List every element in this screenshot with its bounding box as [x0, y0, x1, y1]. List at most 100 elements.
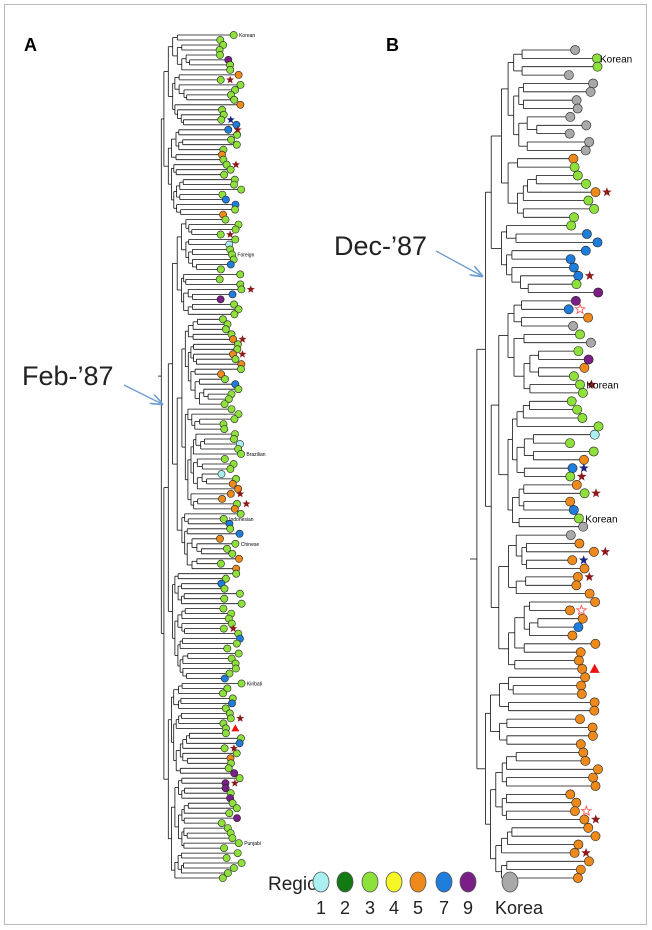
star-marker	[600, 546, 610, 556]
star-marker	[579, 463, 589, 473]
tip-label: Foreign	[237, 253, 254, 259]
tree-b: Korean Korean Korean	[470, 45, 632, 883]
panel-a-arrow	[123, 384, 162, 404]
legend-items: 1 2 3 4 5 7 9 Korea	[312, 871, 544, 918]
tip-node	[219, 689, 227, 698]
tip-node	[589, 697, 600, 708]
panel-a-letter: A	[24, 35, 37, 55]
tip-label: Chinese	[241, 542, 260, 548]
tip-node	[583, 312, 593, 323]
tip-node	[586, 337, 596, 348]
tip-node	[590, 597, 600, 607]
tip-node	[237, 185, 246, 194]
tip-node	[234, 649, 243, 658]
tip-node	[220, 400, 229, 408]
tip-node	[216, 534, 224, 543]
tip-node	[583, 822, 594, 833]
tip-node	[231, 205, 239, 214]
tip-node	[220, 584, 229, 593]
tip-node	[226, 465, 235, 473]
tip-node	[572, 404, 583, 415]
tip-label: Korean	[600, 54, 632, 65]
tip-node	[230, 310, 239, 319]
tip-node	[571, 479, 582, 490]
tip-node	[588, 446, 599, 457]
tip-node	[573, 873, 583, 883]
panel-b-root-callout: Dec-’87	[334, 231, 482, 276]
tip-node	[235, 529, 244, 538]
tip-node	[580, 145, 591, 156]
tip-node	[226, 489, 235, 498]
tip-node	[237, 679, 246, 688]
legend-label: 7	[439, 898, 449, 918]
tip-node	[229, 31, 238, 39]
tip-node	[593, 421, 604, 432]
tip-node	[234, 305, 243, 314]
tip-label: Korean	[239, 33, 255, 39]
tip-node	[579, 814, 590, 825]
tip-node	[573, 270, 584, 281]
tip-node	[237, 599, 246, 608]
tip-node	[228, 479, 237, 488]
tip-node	[576, 689, 587, 699]
tip-node	[231, 225, 240, 234]
star-marker	[602, 187, 612, 197]
panel-b-date-label: Dec-’87	[334, 231, 427, 261]
tip-node	[228, 699, 236, 708]
legend-swatch	[312, 871, 330, 893]
tip-node	[215, 275, 224, 284]
tip-node	[227, 135, 235, 144]
tip-node	[569, 162, 580, 172]
tip-node	[588, 772, 598, 783]
tip-node	[571, 95, 582, 106]
star-marker	[238, 350, 247, 358]
tip-node	[576, 680, 586, 691]
tip-node	[564, 70, 574, 80]
tip-node	[224, 764, 233, 773]
tip-node	[223, 684, 232, 693]
tip-node	[216, 559, 225, 568]
tip-node	[590, 638, 601, 649]
tip-node	[231, 86, 239, 94]
star-marker	[226, 230, 235, 238]
tip-node	[216, 76, 225, 84]
tip-node	[570, 806, 580, 816]
tip-node	[221, 215, 230, 224]
star-marker	[586, 379, 597, 389]
legend-label: 2	[340, 898, 350, 918]
panel-a-date-label: Feb-’87	[22, 361, 114, 391]
tip-node	[575, 647, 586, 658]
legend-swatch	[501, 871, 519, 893]
tree-a: Korean Foreign Brazilian Indonesian Chinese K…	[158, 31, 266, 882]
figure-border	[4, 4, 647, 925]
star-marker	[591, 814, 601, 824]
tip-node	[575, 379, 585, 390]
star-marker	[230, 744, 238, 752]
tip-node	[579, 563, 590, 574]
tip-node	[568, 321, 578, 331]
tip-label: Indonesian	[229, 517, 254, 523]
tip-node	[221, 375, 229, 384]
tip-node	[228, 834, 237, 842]
tip-label: Brazilian	[246, 452, 265, 458]
tip-node	[574, 538, 585, 549]
tip-node	[569, 212, 579, 223]
tip-node	[230, 180, 238, 189]
tip-node	[217, 470, 226, 478]
open-star-marker	[580, 804, 593, 817]
tip-node	[590, 781, 601, 791]
tip-node	[225, 669, 234, 678]
tip-node	[566, 396, 577, 407]
tip-node	[230, 504, 239, 513]
tip-label: Korean	[585, 514, 617, 525]
legend-label: 5	[413, 898, 423, 918]
tip-node	[568, 153, 579, 164]
tip-node	[571, 279, 582, 290]
legend-label: 9	[463, 898, 473, 918]
tip-node	[220, 844, 228, 852]
tip-node	[575, 714, 585, 724]
star-marker	[581, 847, 591, 857]
tip-node	[583, 195, 594, 206]
legend-label: 3	[365, 898, 375, 918]
